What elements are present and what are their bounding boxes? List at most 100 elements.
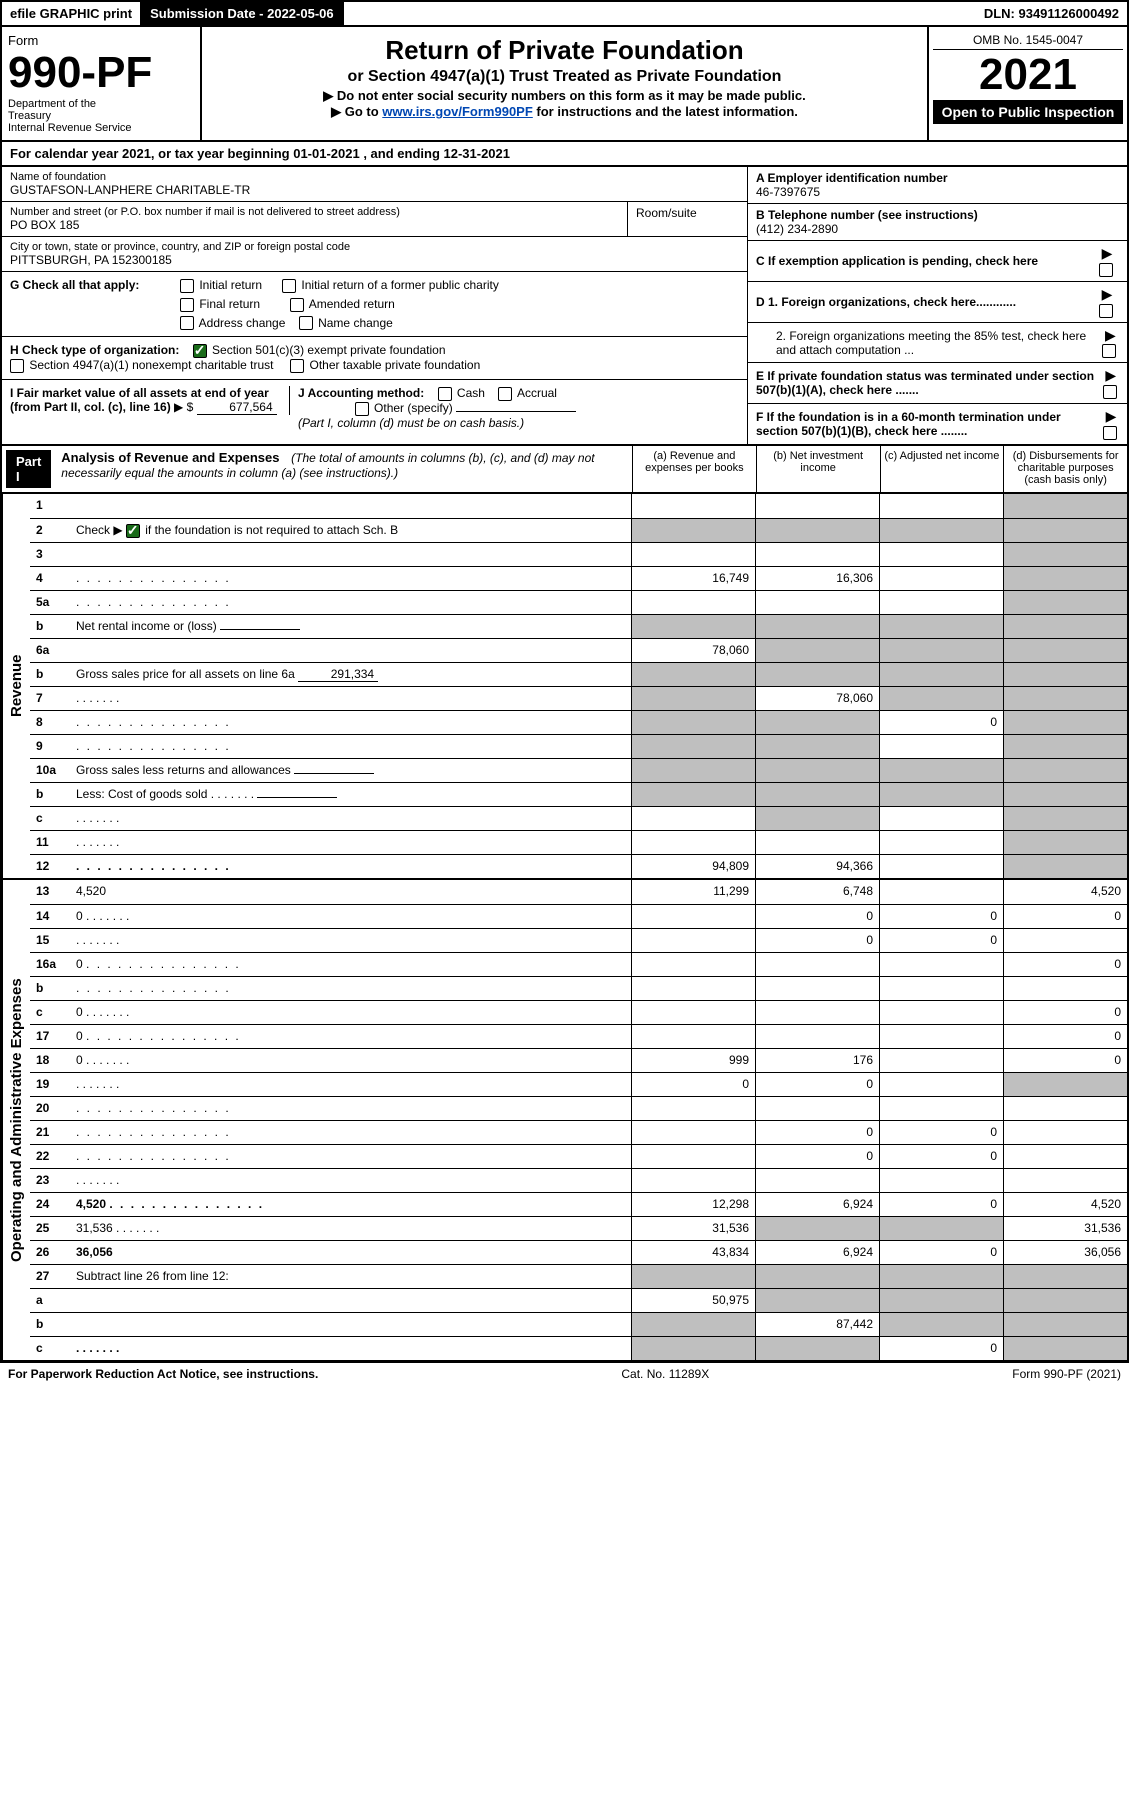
value-cell (755, 831, 879, 854)
value-cell (879, 880, 1003, 904)
footer-mid: Cat. No. 11289X (621, 1367, 709, 1381)
value-cell: 0 (1003, 1001, 1127, 1024)
value-cell: 94,366 (755, 855, 879, 878)
table-row: a50,975 (30, 1288, 1127, 1312)
value-cell (879, 494, 1003, 518)
value-cell (1003, 1265, 1127, 1288)
table-row: 6a78,060 (30, 638, 1127, 662)
table-row: 134,52011,2996,7484,520 (30, 880, 1127, 904)
value-cell: 87,442 (755, 1313, 879, 1336)
check-4947a1[interactable] (10, 359, 24, 373)
value-cell (1003, 855, 1127, 878)
value-cell: 0 (879, 1193, 1003, 1216)
check-c[interactable] (1099, 263, 1113, 277)
value-cell (631, 1265, 755, 1288)
check-amended-return[interactable] (290, 298, 304, 312)
value-cell: 0 (1003, 953, 1127, 976)
value-cell (1003, 519, 1127, 542)
table-row: 4 16,74916,306 (30, 566, 1127, 590)
value-cell (1003, 567, 1127, 590)
value-cell: 0 (631, 1073, 755, 1096)
line-description (72, 1169, 631, 1192)
dept-line1: Department of the (8, 98, 194, 110)
check-cash[interactable] (438, 387, 452, 401)
line-description (72, 929, 631, 952)
value-cell (631, 783, 755, 806)
calendar-year: For calendar year 2021, or tax year begi… (0, 142, 1129, 167)
check-final-return[interactable] (180, 298, 194, 312)
value-cell (1003, 783, 1127, 806)
line-description: 0 (72, 1001, 631, 1024)
dln: DLN: 93491126000492 (976, 2, 1127, 25)
phone-label: B Telephone number (see instructions) (756, 208, 1119, 222)
dept-line3: Internal Revenue Service (8, 122, 194, 134)
line-description: Subtract line 26 from line 12: (72, 1265, 631, 1288)
check-initial-former[interactable] (282, 279, 296, 293)
col-a-head: (a) Revenue and expenses per books (632, 446, 756, 492)
line-description: 0 (72, 953, 631, 976)
dept-line2: Treasury (8, 110, 194, 122)
check-f[interactable] (1103, 426, 1117, 440)
value-cell (1003, 591, 1127, 614)
value-cell (755, 1217, 879, 1240)
line-description (72, 977, 631, 1000)
value-cell: 0 (879, 1121, 1003, 1144)
value-cell (1003, 711, 1127, 734)
check-sch-b[interactable] (126, 524, 140, 538)
value-cell (879, 807, 1003, 830)
line-number: 19 (30, 1073, 72, 1096)
check-other-taxable[interactable] (290, 359, 304, 373)
form-number: 990-PF (8, 48, 194, 98)
col-c-head: (c) Adjusted net income (880, 446, 1004, 492)
line-description (72, 1121, 631, 1144)
line-description (72, 711, 631, 734)
table-row: 15 00 (30, 928, 1127, 952)
table-row: bNet rental income or (loss) (30, 614, 1127, 638)
check-initial-return[interactable] (180, 279, 194, 293)
value-cell (879, 639, 1003, 662)
line-description: 36,056 (72, 1241, 631, 1264)
line-description (72, 855, 631, 878)
check-name-change[interactable] (299, 316, 313, 330)
form-word: Form (8, 33, 194, 48)
form-subtitle: or Section 4947(a)(1) Trust Treated as P… (208, 68, 921, 86)
d1-check-row: D 1. Foreign organizations, check here..… (748, 282, 1127, 323)
value-cell (879, 855, 1003, 878)
table-row: 27Subtract line 26 from line 12: (30, 1264, 1127, 1288)
check-d2[interactable] (1102, 344, 1116, 358)
check-e[interactable] (1103, 385, 1117, 399)
table-row: bLess: Cost of goods sold (30, 782, 1127, 806)
irs-link[interactable]: www.irs.gov/Form990PF (382, 104, 533, 119)
value-cell (755, 1337, 879, 1360)
line-number: 25 (30, 1217, 72, 1240)
value-cell: 78,060 (631, 639, 755, 662)
check-501c3[interactable] (193, 344, 207, 358)
value-cell (755, 1265, 879, 1288)
value-cell (631, 687, 755, 710)
part1-label: Part I (6, 450, 51, 488)
h-label: H Check type of organization: (10, 343, 179, 357)
table-row: 244,520 12,2986,92404,520 (30, 1192, 1127, 1216)
value-cell (1003, 977, 1127, 1000)
line-number: 9 (30, 735, 72, 758)
line-number: 7 (30, 687, 72, 710)
value-cell (1003, 929, 1127, 952)
check-address-change[interactable] (180, 316, 194, 330)
part1-table: Revenue 12Check ▶ if the foundation is n… (0, 494, 1129, 1362)
check-other-method[interactable] (355, 402, 369, 416)
tax-year: 2021 (933, 50, 1123, 100)
value-cell: 0 (755, 1121, 879, 1144)
value-cell (1003, 1313, 1127, 1336)
form-title: Return of Private Foundation (208, 35, 921, 66)
value-cell: 4,520 (1003, 880, 1127, 904)
value-cell (755, 663, 879, 686)
omb-number: OMB No. 1545-0047 (933, 31, 1123, 50)
other-method-input[interactable] (456, 411, 576, 412)
check-d1[interactable] (1099, 304, 1113, 318)
line-description (72, 1337, 631, 1360)
line-description (72, 831, 631, 854)
line-number: 14 (30, 905, 72, 928)
info-left: Name of foundation GUSTAFSON-LANPHERE CH… (2, 167, 747, 444)
line-number: 22 (30, 1145, 72, 1168)
check-accrual[interactable] (498, 387, 512, 401)
